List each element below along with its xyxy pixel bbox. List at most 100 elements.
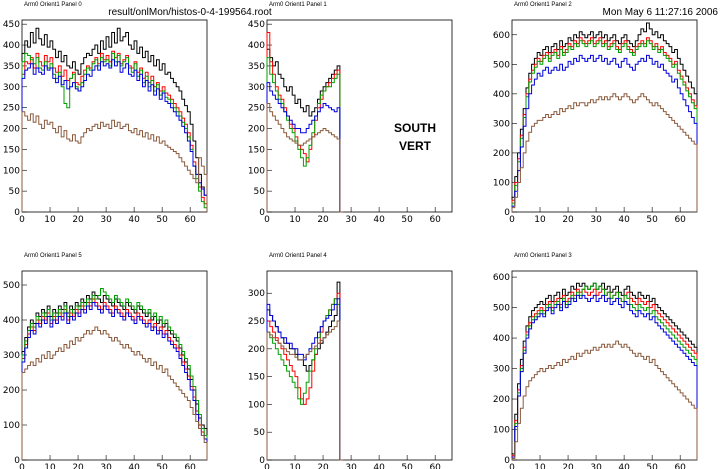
x-tick-label: 40: [128, 215, 140, 225]
y-tick-label: 600: [493, 31, 510, 41]
x-tick-label: 10: [289, 463, 301, 469]
x-tick-label: 30: [590, 463, 602, 469]
x-tick-label: 60: [184, 463, 196, 469]
plot-frame: [266, 270, 453, 461]
x-tick-label: 60: [674, 215, 686, 225]
x-tick-label: 10: [44, 215, 56, 225]
histogram-series: [511, 93, 698, 212]
y-tick-label: 500: [493, 60, 510, 70]
y-tick-label: 50: [254, 428, 266, 438]
x-tick-label: 60: [184, 215, 196, 225]
y-tick-label: 250: [248, 317, 265, 327]
y-tick-label: 500: [493, 304, 510, 314]
panel-title: Arm0 Orient1 Panel 1: [269, 2, 327, 8]
panel-title: Arm0 Orient1 Panel 4: [269, 253, 327, 259]
y-tick-label: 400: [248, 41, 265, 51]
x-tick-label: 30: [345, 463, 357, 469]
y-tick-label: 200: [248, 345, 265, 355]
y-tick-label: 300: [248, 83, 265, 93]
histogram-series: [266, 48, 343, 213]
x-tick-label: 0: [19, 463, 25, 469]
x-tick-label: 50: [156, 215, 168, 225]
y-tick-label: 200: [493, 395, 510, 405]
x-tick-label: 20: [317, 215, 329, 225]
y-tick-label: 0: [259, 456, 265, 466]
histogram-panel: Arm0 Orient1 Panel 005010015020025030035…: [3, 2, 208, 225]
histogram-panel: Arm0 Orient1 Panel 4 0 50 100 150 200 250 300 0 1…: [248, 253, 453, 469]
y-tick-label: 600: [493, 273, 510, 283]
histogram-series: [21, 50, 208, 212]
y-tick-label: 200: [493, 149, 510, 159]
y-tick-label: 50: [9, 187, 21, 197]
x-tick-label: 0: [264, 463, 270, 469]
histogram-panel: Arm0 Orient1 Panel 5 0 100 200 300 400 500 0 10 2…: [3, 253, 208, 469]
histogram-series: [266, 298, 343, 461]
x-tick-label: 50: [401, 463, 413, 469]
x-tick-label: 40: [373, 215, 385, 225]
x-tick-label: 20: [317, 463, 329, 469]
y-tick-label: 50: [254, 187, 266, 197]
x-tick-label: 0: [264, 215, 270, 225]
y-tick-label: 300: [3, 83, 20, 93]
x-tick-label: 40: [373, 463, 385, 469]
x-tick-label: 0: [19, 215, 25, 225]
plot-frame: [266, 19, 453, 213]
x-tick-label: 20: [72, 463, 84, 469]
y-tick-label: 0: [14, 456, 20, 466]
histogram-series: [266, 82, 343, 213]
histogram-series: [511, 340, 698, 460]
y-tick-label: 0: [14, 208, 20, 218]
panel-title: Arm0 Orient1 Panel 3: [514, 253, 572, 259]
histogram-series: [266, 57, 343, 213]
x-tick-label: 30: [100, 463, 112, 469]
histogram-series: [511, 282, 698, 460]
histogram-series: [511, 282, 698, 460]
y-tick-label: 300: [493, 119, 510, 129]
y-tick-label: 350: [248, 62, 265, 72]
x-tick-label: 60: [429, 463, 441, 469]
histogram-series: [21, 288, 208, 460]
x-tick-label: 10: [44, 463, 56, 469]
histogram-series: [511, 22, 698, 212]
x-tick-label: 0: [509, 215, 515, 225]
histogram-series: [266, 292, 343, 461]
histogram-panel: Arm0 Orient1 Panel 105010015020025030035…: [248, 2, 453, 225]
y-tick-label: 100: [493, 178, 510, 188]
panels-group: Arm0 Orient1 Panel 005010015020025030035…: [3, 2, 698, 469]
x-tick-label: 30: [345, 215, 357, 225]
y-tick-label: 350: [3, 62, 20, 72]
histogram-series: [266, 103, 343, 213]
x-tick-label: 50: [646, 215, 658, 225]
y-tick-label: 150: [248, 145, 265, 155]
x-tick-label: 40: [618, 463, 630, 469]
histogram-series: [21, 59, 208, 212]
y-tick-label: 400: [3, 316, 20, 326]
y-tick-label: 400: [3, 41, 20, 51]
y-tick-label: 300: [248, 289, 265, 299]
x-tick-label: 10: [534, 463, 546, 469]
orientation-label-vert: VERT: [399, 139, 432, 153]
x-tick-label: 50: [401, 215, 413, 225]
y-tick-label: 100: [3, 421, 20, 431]
x-tick-label: 30: [590, 215, 602, 225]
y-tick-label: 0: [504, 456, 510, 466]
y-tick-label: 250: [248, 104, 265, 114]
y-tick-label: 100: [248, 166, 265, 176]
y-tick-label: 0: [259, 208, 265, 218]
histogram-series: [21, 302, 208, 460]
x-tick-label: 10: [289, 215, 301, 225]
y-tick-label: 150: [3, 145, 20, 155]
y-tick-label: 200: [248, 125, 265, 135]
x-tick-label: 40: [128, 463, 140, 469]
histogram-series: [511, 54, 698, 212]
histogram-panel: Arm0 Orient1 Panel 2 0 100 200 300 400 500 600 0…: [493, 2, 698, 225]
histogram-series: [21, 27, 208, 212]
x-tick-label: 60: [429, 215, 441, 225]
x-tick-label: 10: [534, 215, 546, 225]
x-tick-label: 50: [156, 463, 168, 469]
panel-title: Arm0 Orient1 Panel 2: [514, 2, 572, 8]
file-name: result/onlMon/histos-0-4-199564.root: [108, 7, 272, 18]
y-tick-label: 450: [3, 20, 20, 30]
y-tick-label: 100: [3, 166, 20, 176]
